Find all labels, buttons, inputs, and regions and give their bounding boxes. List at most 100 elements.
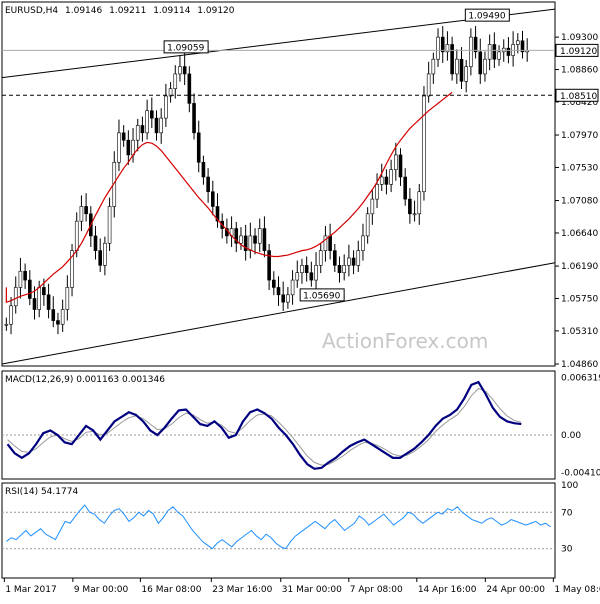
price-y-tick-label: 1.05750 bbox=[561, 294, 598, 304]
rsi-y-tick-label: 100 bbox=[561, 481, 578, 491]
candle-body bbox=[154, 117, 159, 134]
symbol: EURUSD bbox=[5, 6, 43, 16]
candle-body bbox=[295, 272, 300, 281]
price-y-tick-label: 1.05310 bbox=[561, 327, 598, 337]
candle-body bbox=[93, 235, 98, 251]
candle-body bbox=[440, 36, 445, 53]
candle-body bbox=[13, 287, 18, 307]
x-tick-label: 14 Apr 16:00 bbox=[418, 585, 477, 595]
macd-label: MACD(12,26,9) 0.001163 0.001346 bbox=[5, 375, 165, 385]
candle-body bbox=[60, 309, 65, 325]
ohlc-close: 1.09120 bbox=[197, 6, 234, 16]
candle-body bbox=[314, 265, 318, 281]
x-tick-label: 9 Mar 00:00 bbox=[74, 585, 129, 595]
candle-body bbox=[375, 184, 379, 200]
candle-body bbox=[445, 44, 450, 53]
axis-layer: 1 Mar 2017 9 Mar 00:00 16 Mar 08:00 23 Mar … bbox=[3, 578, 600, 595]
candle-body bbox=[478, 51, 483, 75]
candle-body bbox=[337, 265, 342, 274]
candle-body bbox=[384, 176, 389, 185]
candle-body bbox=[389, 169, 393, 185]
price-annotation-text: 1.09059 bbox=[167, 43, 204, 53]
macd-line bbox=[6, 380, 522, 470]
candle-body bbox=[18, 270, 23, 288]
candle-body bbox=[431, 58, 436, 75]
candle-body bbox=[46, 294, 51, 310]
watermark: ActionForex.com bbox=[322, 329, 488, 353]
price-y-tick-label: 1.08420 bbox=[561, 98, 598, 108]
macd-y-tick-label: 0.006319 bbox=[561, 373, 600, 383]
candle-body bbox=[342, 265, 346, 274]
price-layer: 1.09059 1.05690 1.09490 1.09300 1.08860 1.084… bbox=[1, 8, 599, 370]
candle-body bbox=[394, 154, 398, 170]
price-annotation: 1.09059 bbox=[163, 40, 209, 54]
candle-body bbox=[370, 198, 375, 215]
candle-body bbox=[168, 88, 173, 97]
candle-body bbox=[356, 250, 361, 266]
last-price-label: 1.09120 bbox=[555, 43, 599, 57]
macd-y-tick-label: 0.00 bbox=[561, 431, 581, 441]
price-annotation-box bbox=[163, 40, 209, 54]
candle-body bbox=[23, 270, 27, 281]
candle-body bbox=[164, 95, 168, 119]
ohlc-low: 1.09114 bbox=[153, 6, 190, 16]
candle-body bbox=[37, 287, 41, 310]
candle-body bbox=[300, 265, 304, 274]
candle-body bbox=[84, 206, 88, 215]
candle-body bbox=[473, 36, 478, 53]
candle-body bbox=[469, 36, 473, 67]
candle-body bbox=[286, 294, 290, 303]
candle-body bbox=[323, 235, 328, 251]
price-annotation: 1.05690 bbox=[299, 288, 345, 302]
candle-body bbox=[70, 250, 74, 288]
rsi-y-tick-label: 30 bbox=[561, 545, 573, 555]
candle-body bbox=[290, 279, 295, 296]
candle-body bbox=[267, 250, 271, 281]
price-annotation-box bbox=[299, 288, 345, 302]
candle-body bbox=[117, 132, 121, 163]
price-y-tick-label: 1.07970 bbox=[561, 131, 598, 141]
candle-body bbox=[145, 110, 149, 134]
candle-body bbox=[98, 250, 102, 266]
candle-body bbox=[459, 58, 464, 82]
candle-body bbox=[347, 257, 351, 266]
candle-body bbox=[492, 44, 497, 60]
x-tick-label: 16 Mar 08:00 bbox=[141, 585, 201, 595]
candle-body bbox=[506, 47, 511, 56]
candle-body bbox=[422, 95, 426, 193]
rsi-layer: 100 70 30 bbox=[2, 481, 578, 555]
candle-body bbox=[173, 73, 178, 89]
support-label-box bbox=[555, 88, 599, 102]
candle-body bbox=[234, 228, 239, 244]
candle-body bbox=[215, 206, 220, 222]
timeframe: H4 bbox=[46, 6, 59, 16]
candle-body bbox=[516, 40, 520, 45]
support-label: 1.08510 bbox=[555, 88, 599, 102]
candle-body bbox=[464, 66, 468, 82]
rsi-line bbox=[6, 504, 551, 550]
x-tick-label: 23 Mar 16:00 bbox=[212, 585, 272, 595]
candle-body bbox=[206, 176, 210, 193]
candle-body bbox=[304, 265, 309, 274]
candle-body bbox=[520, 40, 525, 53]
candle-series bbox=[4, 26, 529, 335]
last-price-label-text: 1.09120 bbox=[560, 47, 597, 57]
candle-body bbox=[361, 235, 365, 251]
x-tick-label: 24 Apr 00:00 bbox=[486, 585, 545, 595]
candle-body bbox=[408, 198, 412, 215]
candle-body bbox=[103, 242, 107, 266]
candle-body bbox=[276, 287, 281, 296]
candle-body bbox=[281, 294, 285, 303]
rsi-y-tick-label: 70 bbox=[561, 508, 573, 518]
candle-body bbox=[379, 176, 384, 185]
price-y-tick-label: 1.04860 bbox=[561, 360, 598, 370]
candle-body bbox=[65, 287, 70, 310]
last-price-label-box bbox=[555, 43, 599, 57]
candle-body bbox=[187, 73, 192, 104]
candle-body bbox=[192, 103, 196, 134]
price-y-tick-label: 1.09300 bbox=[561, 33, 598, 43]
candle-body bbox=[318, 250, 323, 266]
candle-body bbox=[107, 206, 112, 244]
candle-body bbox=[365, 213, 370, 237]
